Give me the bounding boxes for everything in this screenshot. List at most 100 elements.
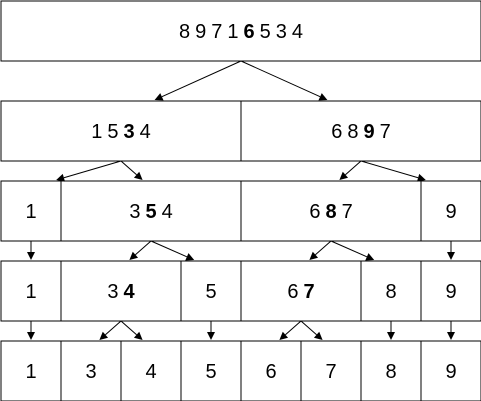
partition-box: [420, 260, 481, 322]
partition-values: 5: [205, 281, 216, 303]
partition-cell: 6: [240, 340, 302, 401]
partition-values: 1: [25, 361, 36, 383]
partition-values: 9: [445, 361, 456, 383]
partition-cell: 7: [300, 340, 362, 401]
arrow: [387, 321, 395, 340]
partition-values: 3: [85, 361, 96, 383]
partition-cell: 3: [60, 340, 122, 401]
partition-cell: 9: [420, 180, 481, 242]
arrowhead: [447, 332, 455, 340]
digit: 8: [385, 361, 396, 383]
arrow: [27, 321, 35, 340]
digit: 6: [331, 121, 342, 143]
partition-box: [60, 260, 182, 322]
arrowhead: [318, 93, 328, 101]
digit: 7: [342, 201, 353, 223]
arrowhead: [339, 171, 349, 180]
arrow: [129, 240, 152, 260]
partition-box: [180, 260, 242, 322]
partition-box: [0, 180, 62, 242]
digit: 7: [380, 121, 391, 143]
arrow: [27, 241, 35, 260]
partition-box: [240, 100, 481, 162]
digit: 6: [309, 201, 320, 223]
digit: 7: [325, 361, 336, 383]
partition-values: 1: [25, 281, 36, 303]
partition-box: [300, 340, 362, 401]
digit: 8: [385, 281, 396, 303]
digit: 9: [445, 201, 456, 223]
partition-values: 9: [445, 281, 456, 303]
arrowhead: [313, 331, 323, 340]
partition-cell: 1: [0, 340, 62, 401]
pivot-digit: 3: [124, 121, 135, 143]
digit: 5: [260, 21, 271, 43]
digit: 4: [145, 361, 156, 383]
partition-cell: 1: [0, 260, 62, 322]
arrowhead: [154, 93, 164, 101]
arrowhead: [387, 332, 395, 340]
arrows: [27, 60, 455, 340]
partition-values: 7: [325, 361, 336, 383]
arrowhead: [133, 331, 143, 340]
digit: 1: [25, 281, 36, 303]
arrow: [120, 320, 143, 340]
digit: 8: [347, 121, 358, 143]
digit: 1: [91, 121, 102, 143]
partition-cell: 5: [180, 260, 242, 322]
partition-box: [0, 0, 481, 62]
arrowhead: [56, 173, 66, 182]
arrowhead: [27, 252, 35, 260]
partition-values: 5: [205, 361, 216, 383]
pivot-digit: 8: [325, 201, 336, 223]
arrowhead: [129, 251, 139, 260]
digit: 3: [107, 281, 118, 303]
arrowhead: [99, 331, 109, 340]
partition-cell: 8: [360, 340, 422, 401]
digit: 4: [292, 21, 303, 43]
level-4: 1 3 4 5 6 7 8 9: [0, 340, 481, 401]
digit: 1: [25, 201, 36, 223]
digit: 4: [162, 201, 173, 223]
arrow: [207, 321, 215, 340]
digit: 3: [276, 21, 287, 43]
partition-cell: 8: [360, 260, 422, 322]
arrow: [360, 160, 426, 182]
partition-box: [0, 340, 62, 401]
partition-cell: 5: [180, 340, 242, 401]
digit: 1: [227, 21, 238, 43]
partition-cell: 9: [420, 260, 481, 322]
partition-cell: 9: [420, 340, 481, 401]
digit: 5: [205, 361, 216, 383]
digit: 1: [25, 361, 36, 383]
partition-box: [120, 340, 182, 401]
digit: 9: [445, 281, 456, 303]
partition-values: 9: [445, 201, 456, 223]
pivot-digit: 4: [124, 281, 136, 303]
digit: 6: [265, 361, 276, 383]
arrow: [300, 320, 323, 340]
pivot-digit: 6: [244, 21, 255, 43]
arrowhead: [416, 173, 426, 182]
arrow: [120, 160, 143, 180]
partition-box: [420, 340, 481, 401]
arrowhead: [207, 332, 215, 340]
arrowhead: [365, 253, 375, 261]
digit: 7: [211, 21, 222, 43]
digit: 9: [195, 21, 206, 43]
partition-box: [240, 260, 362, 322]
arrow: [56, 160, 122, 182]
